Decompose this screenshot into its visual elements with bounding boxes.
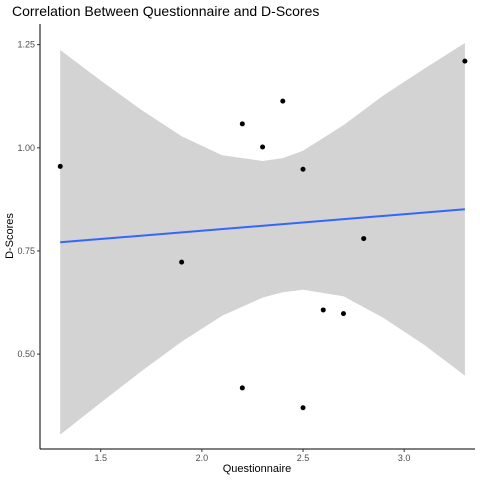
y-tick-label: 1.25 <box>17 40 35 50</box>
data-point <box>300 166 306 172</box>
data-point <box>340 311 346 317</box>
confidence-band-layer <box>60 43 465 435</box>
x-ticks: 1.5 2.0 2.5 3.0 <box>94 449 410 463</box>
data-point <box>239 385 245 391</box>
fit-line-layer <box>60 208 465 244</box>
data-point <box>179 259 185 265</box>
x-tick-label: 2.0 <box>196 453 209 463</box>
data-point <box>320 307 326 313</box>
chart-title: Correlation Between Questionnaire and D-… <box>12 3 320 19</box>
data-point <box>239 121 245 127</box>
y-ticks: 0.50 0.75 1.00 1.25 <box>17 40 40 359</box>
x-axis-title: Questionnaire <box>223 463 292 475</box>
data-point <box>260 144 266 150</box>
y-tick-label: 0.75 <box>17 246 35 256</box>
data-points-layer <box>57 58 468 411</box>
confidence-band <box>60 43 465 435</box>
data-point <box>57 163 63 169</box>
x-tick-label: 2.5 <box>297 453 310 463</box>
y-tick-label: 1.00 <box>17 143 35 153</box>
x-tick-label: 1.5 <box>94 453 107 463</box>
x-tick-label: 3.0 <box>398 453 411 463</box>
data-point <box>462 58 468 64</box>
y-axis-title: D-Scores <box>4 213 16 259</box>
regression-line <box>60 208 465 244</box>
y-tick-label: 0.50 <box>17 349 35 359</box>
data-point <box>361 236 367 242</box>
data-point <box>300 405 306 411</box>
data-point <box>280 98 286 104</box>
